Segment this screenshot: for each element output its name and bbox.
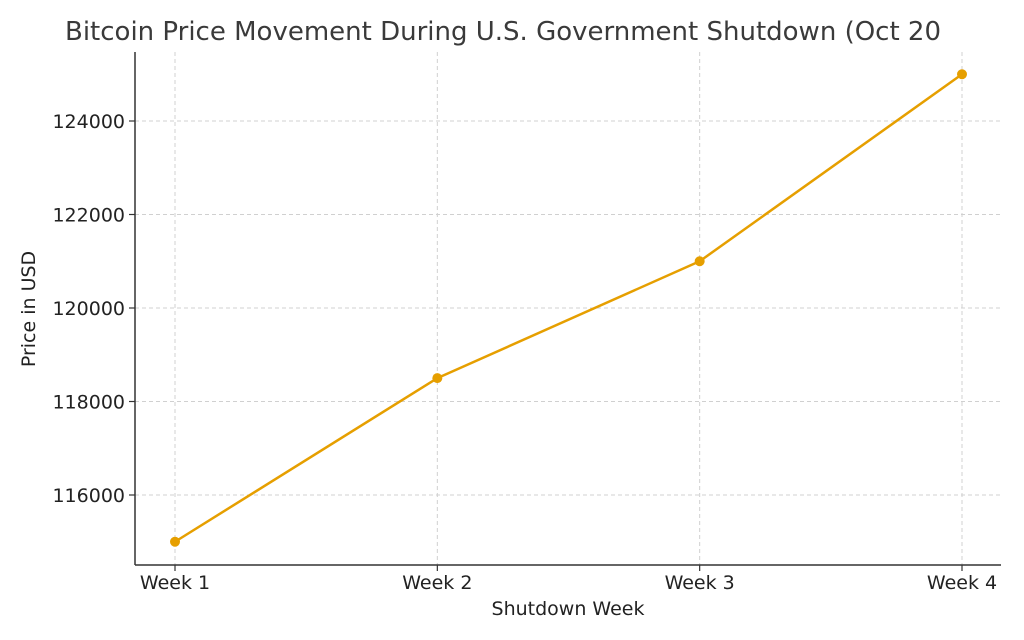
y-tick-label: 122000	[52, 205, 125, 227]
x-tick-label: Week 1	[140, 572, 210, 594]
y-axis-label: Price in USD	[18, 251, 40, 367]
y-tick-label: 124000	[52, 111, 125, 133]
x-tick-label: Week 3	[665, 572, 735, 594]
series-line	[174, 73, 963, 543]
x-axis-ticks: Week 1 Week 2 Week 3 Week 4	[140, 565, 997, 594]
data-point	[170, 536, 180, 547]
chart-title: Bitcoin Price Movement During U.S. Gover…	[65, 17, 941, 47]
x-tick-label: Week 2	[402, 572, 472, 594]
data-point	[694, 256, 705, 267]
y-tick-label: 120000	[52, 298, 125, 320]
y-axis-ticks: 116000 118000 120000 122000 124000	[52, 111, 135, 507]
grid	[135, 52, 1001, 565]
series-group	[170, 69, 967, 547]
y-tick-label: 116000	[52, 485, 125, 507]
x-tick-label: Week 4	[927, 572, 997, 594]
data-point	[957, 69, 967, 80]
data-point	[432, 373, 443, 384]
x-axis-label: Shutdown Week	[492, 598, 645, 620]
y-tick-label: 118000	[52, 392, 125, 414]
